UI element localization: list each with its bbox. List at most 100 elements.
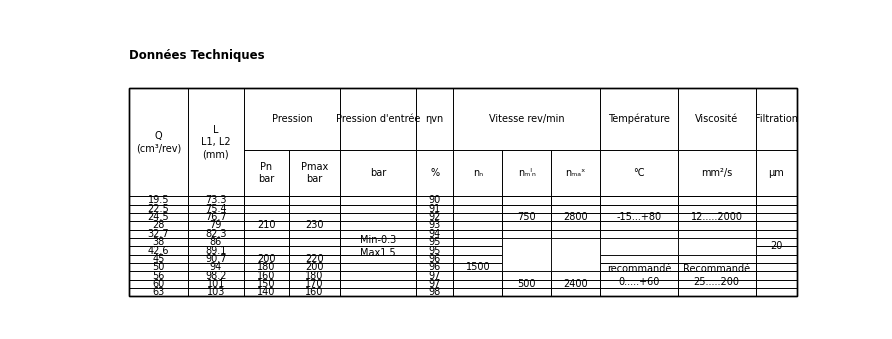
Bar (600, 255, 678, 297)
Text: nₘᴵₙ: nₘᴵₙ (517, 168, 536, 178)
Bar (600, 88, 678, 150)
Text: Recommandé
25.....200: Recommandé 25.....200 (683, 264, 750, 287)
Bar (756, 196, 797, 205)
Bar (128, 246, 188, 255)
Text: 103: 103 (207, 287, 225, 297)
Bar (600, 196, 678, 205)
Text: 180: 180 (305, 271, 324, 281)
Bar (678, 272, 756, 280)
Bar (502, 263, 551, 272)
Bar (453, 221, 502, 230)
Text: 230: 230 (305, 220, 324, 231)
Bar (288, 196, 341, 255)
Text: nₘₐˣ: nₘₐˣ (566, 168, 586, 178)
Text: 1500: 1500 (466, 262, 490, 272)
Bar (502, 280, 551, 288)
Bar (416, 230, 453, 238)
Bar (678, 280, 756, 288)
Bar (416, 263, 453, 272)
Text: Pmax
bar: Pmax bar (301, 162, 328, 184)
Bar (188, 255, 244, 263)
Bar (288, 205, 341, 213)
Bar (453, 150, 502, 196)
Text: Viscosité: Viscosité (695, 114, 739, 124)
Bar (600, 196, 678, 238)
Bar (678, 196, 756, 238)
Text: 22.5: 22.5 (147, 204, 169, 214)
Bar (678, 221, 756, 230)
Text: 82.3: 82.3 (205, 229, 227, 239)
Bar (551, 213, 600, 221)
Bar (453, 238, 502, 297)
Bar (678, 263, 756, 272)
Bar (551, 196, 600, 205)
Text: 79: 79 (210, 220, 222, 231)
Bar (128, 280, 188, 288)
Bar (600, 263, 678, 272)
Bar (288, 238, 341, 246)
Bar (678, 213, 756, 221)
Bar (551, 288, 600, 297)
Bar (453, 272, 502, 280)
Bar (551, 238, 600, 246)
Text: 32.7: 32.7 (147, 229, 169, 239)
Text: 94: 94 (210, 262, 222, 272)
Bar (551, 205, 600, 213)
Bar (502, 272, 551, 297)
Bar (551, 196, 600, 238)
Bar (341, 88, 416, 150)
Bar (288, 213, 341, 221)
Bar (502, 196, 551, 205)
Text: 92: 92 (428, 212, 441, 222)
Bar (244, 272, 288, 280)
Bar (244, 255, 288, 263)
Bar (502, 230, 551, 238)
Text: 93: 93 (428, 220, 441, 231)
Text: 76.7: 76.7 (205, 212, 227, 222)
Bar (244, 150, 288, 196)
Bar (288, 255, 341, 263)
Text: 160: 160 (257, 271, 276, 281)
Bar (341, 238, 416, 246)
Bar (678, 246, 756, 255)
Bar (128, 238, 188, 246)
Text: mm²/s: mm²/s (701, 168, 732, 178)
Text: recommandé
0.....+60: recommandé 0.....+60 (607, 264, 671, 287)
Bar (341, 196, 416, 205)
Bar (416, 238, 453, 246)
Text: 150: 150 (257, 279, 276, 289)
Bar (502, 196, 551, 238)
Bar (600, 205, 678, 213)
Bar (341, 246, 416, 255)
Bar (341, 280, 416, 288)
Bar (416, 272, 453, 280)
Bar (188, 272, 244, 280)
Text: 200: 200 (257, 254, 276, 264)
Bar (244, 230, 288, 238)
Bar (551, 230, 600, 238)
Bar (341, 230, 416, 238)
Text: bar: bar (370, 168, 386, 178)
Bar (128, 221, 188, 230)
Bar (678, 255, 756, 297)
Bar (188, 238, 244, 246)
Bar (288, 280, 341, 288)
Bar (551, 238, 600, 272)
Bar (244, 213, 288, 221)
Bar (678, 88, 756, 150)
Text: 42.6: 42.6 (147, 245, 169, 256)
Text: 38: 38 (153, 237, 164, 247)
Bar (678, 230, 756, 238)
Bar (551, 272, 600, 297)
Text: 50: 50 (153, 262, 164, 272)
Bar (188, 246, 244, 255)
Bar (128, 213, 188, 221)
Bar (756, 150, 797, 196)
Bar (341, 205, 416, 213)
Bar (188, 213, 244, 221)
Text: Filtration: Filtration (755, 114, 798, 124)
Bar (188, 280, 244, 288)
Bar (453, 213, 502, 221)
Bar (128, 88, 797, 297)
Bar (188, 88, 244, 196)
